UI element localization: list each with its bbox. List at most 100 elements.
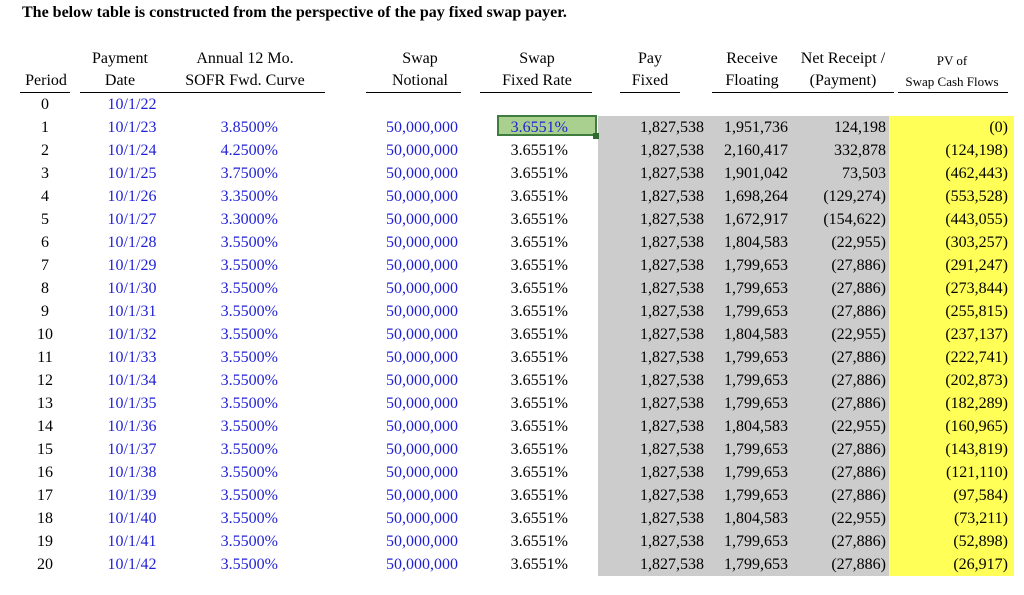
cell-net-receipt[interactable]: 332,878 xyxy=(834,142,886,159)
cell-receive-floating[interactable]: 1,901,042 xyxy=(724,165,788,182)
cell-payment-date[interactable]: 10/1/38 xyxy=(107,464,157,481)
cell-receive-floating[interactable]: 1,799,653 xyxy=(724,464,788,481)
cell-fixed-rate[interactable]: 3.6551% xyxy=(510,142,568,159)
cell-notional[interactable]: 50,000,000 xyxy=(386,234,458,251)
cell-payment-date[interactable]: 10/1/22 xyxy=(107,96,157,113)
cell-fixed-rate[interactable]: 3.6551% xyxy=(510,234,568,251)
cell-net-receipt[interactable]: (27,886) xyxy=(831,464,886,481)
cell-notional[interactable]: 50,000,000 xyxy=(386,326,458,343)
cell-fixed-rate[interactable]: 3.6551% xyxy=(510,395,568,412)
cell-pay-fixed[interactable]: 1,827,538 xyxy=(640,464,704,481)
cell-sofr-rate[interactable]: 3.5500% xyxy=(220,441,278,458)
cell-pay-fixed[interactable]: 1,827,538 xyxy=(640,418,704,435)
cell-pay-fixed[interactable]: 1,827,538 xyxy=(640,188,704,205)
cell-payment-date[interactable]: 10/1/40 xyxy=(107,510,157,527)
cell-payment-date[interactable]: 10/1/35 xyxy=(107,395,157,412)
cell-net-receipt[interactable]: (22,955) xyxy=(831,234,886,251)
cell-notional[interactable]: 50,000,000 xyxy=(386,556,458,573)
cell-payment-date[interactable]: 10/1/25 xyxy=(107,165,157,182)
cell-payment-date[interactable]: 10/1/29 xyxy=(107,257,157,274)
cell-pay-fixed[interactable]: 1,827,538 xyxy=(640,280,704,297)
cell-fixed-rate[interactable]: 3.6551% xyxy=(510,556,568,573)
cell-sofr-rate[interactable]: 3.7500% xyxy=(220,165,278,182)
cell-notional[interactable]: 50,000,000 xyxy=(386,165,458,182)
cell-sofr-rate[interactable]: 3.5500% xyxy=(220,418,278,435)
cell-net-receipt[interactable]: (27,886) xyxy=(831,487,886,504)
cell-notional[interactable]: 50,000,000 xyxy=(386,349,458,366)
cell-receive-floating[interactable]: 1,799,653 xyxy=(724,280,788,297)
selected-cell[interactable] xyxy=(497,115,597,136)
cell-pay-fixed[interactable]: 1,827,538 xyxy=(640,257,704,274)
cell-period[interactable]: 0 xyxy=(41,96,49,113)
cell-period[interactable]: 19 xyxy=(37,533,53,550)
cell-payment-date[interactable]: 10/1/30 xyxy=(107,280,157,297)
cell-fixed-rate[interactable]: 3.6551% xyxy=(510,211,568,228)
cell-pv[interactable]: (97,584) xyxy=(953,487,1008,504)
cell-period[interactable]: 17 xyxy=(37,487,53,504)
cell-receive-floating[interactable]: 1,799,653 xyxy=(724,349,788,366)
cell-sofr-rate[interactable]: 3.5500% xyxy=(220,395,278,412)
cell-payment-date[interactable]: 10/1/34 xyxy=(107,372,157,389)
cell-pv[interactable]: (182,289) xyxy=(945,395,1008,412)
cell-receive-floating[interactable]: 1,799,653 xyxy=(724,487,788,504)
cell-notional[interactable]: 50,000,000 xyxy=(386,188,458,205)
cell-sofr-rate[interactable]: 3.3500% xyxy=(220,188,278,205)
cell-pv[interactable]: (0) xyxy=(989,119,1008,136)
cell-notional[interactable]: 50,000,000 xyxy=(386,510,458,527)
cell-fixed-rate[interactable]: 3.6551% xyxy=(510,119,568,136)
cell-payment-date[interactable]: 10/1/39 xyxy=(107,487,157,504)
cell-pv[interactable]: (303,257) xyxy=(945,234,1008,251)
cell-fixed-rate[interactable]: 3.6551% xyxy=(510,280,568,297)
cell-net-receipt[interactable]: (27,886) xyxy=(831,441,886,458)
cell-net-receipt[interactable]: (27,886) xyxy=(831,556,886,573)
cell-receive-floating[interactable]: 1,799,653 xyxy=(724,395,788,412)
cell-net-receipt[interactable]: (27,886) xyxy=(831,533,886,550)
cell-payment-date[interactable]: 10/1/24 xyxy=(107,142,157,159)
cell-receive-floating[interactable]: 1,799,653 xyxy=(724,441,788,458)
cell-sofr-rate[interactable]: 3.5500% xyxy=(220,326,278,343)
cell-notional[interactable]: 50,000,000 xyxy=(386,372,458,389)
cell-sofr-rate[interactable]: 3.5500% xyxy=(220,372,278,389)
cell-sofr-rate[interactable]: 3.5500% xyxy=(220,303,278,320)
cell-fixed-rate[interactable]: 3.6551% xyxy=(510,441,568,458)
cell-sofr-rate[interactable]: 3.5500% xyxy=(220,533,278,550)
cell-net-receipt[interactable]: 124,198 xyxy=(834,119,886,136)
cell-pay-fixed[interactable]: 1,827,538 xyxy=(640,441,704,458)
cell-payment-date[interactable]: 10/1/33 xyxy=(107,349,157,366)
cell-sofr-rate[interactable]: 3.5500% xyxy=(220,349,278,366)
cell-payment-date[interactable]: 10/1/23 xyxy=(107,119,157,136)
cell-pv[interactable]: (73,211) xyxy=(953,510,1008,527)
cell-period[interactable]: 1 xyxy=(41,119,49,136)
cell-pay-fixed[interactable]: 1,827,538 xyxy=(640,533,704,550)
cell-fixed-rate[interactable]: 3.6551% xyxy=(510,303,568,320)
cell-fixed-rate[interactable]: 3.6551% xyxy=(510,533,568,550)
cell-notional[interactable]: 50,000,000 xyxy=(386,395,458,412)
cell-notional[interactable]: 50,000,000 xyxy=(386,533,458,550)
cell-sofr-rate[interactable]: 3.5500% xyxy=(220,257,278,274)
cell-receive-floating[interactable]: 1,804,583 xyxy=(724,234,788,251)
cell-payment-date[interactable]: 10/1/27 xyxy=(107,211,157,228)
cell-pv[interactable]: (52,898) xyxy=(953,533,1008,550)
cell-period[interactable]: 16 xyxy=(37,464,53,481)
cell-payment-date[interactable]: 10/1/42 xyxy=(107,556,157,573)
cell-notional[interactable]: 50,000,000 xyxy=(386,464,458,481)
cell-net-receipt[interactable]: (27,886) xyxy=(831,303,886,320)
cell-net-receipt[interactable]: (22,955) xyxy=(831,510,886,527)
cell-receive-floating[interactable]: 1,698,264 xyxy=(724,188,788,205)
cell-period[interactable]: 18 xyxy=(37,510,53,527)
cell-pv[interactable]: (237,137) xyxy=(945,326,1008,343)
cell-sofr-rate[interactable]: 3.8500% xyxy=(220,119,278,136)
cell-pay-fixed[interactable]: 1,827,538 xyxy=(640,234,704,251)
cell-fixed-rate[interactable]: 3.6551% xyxy=(510,188,568,205)
cell-period[interactable]: 10 xyxy=(37,326,53,343)
cell-period[interactable]: 14 xyxy=(37,418,53,435)
cell-period[interactable]: 12 xyxy=(37,372,53,389)
cell-period[interactable]: 2 xyxy=(41,142,49,159)
cell-payment-date[interactable]: 10/1/26 xyxy=(107,188,157,205)
cell-sofr-rate[interactable]: 3.5500% xyxy=(220,280,278,297)
cell-fixed-rate[interactable]: 3.6551% xyxy=(510,372,568,389)
cell-pay-fixed[interactable]: 1,827,538 xyxy=(640,303,704,320)
cell-receive-floating[interactable]: 1,799,653 xyxy=(724,372,788,389)
cell-fixed-rate[interactable]: 3.6551% xyxy=(510,510,568,527)
cell-pay-fixed[interactable]: 1,827,538 xyxy=(640,395,704,412)
